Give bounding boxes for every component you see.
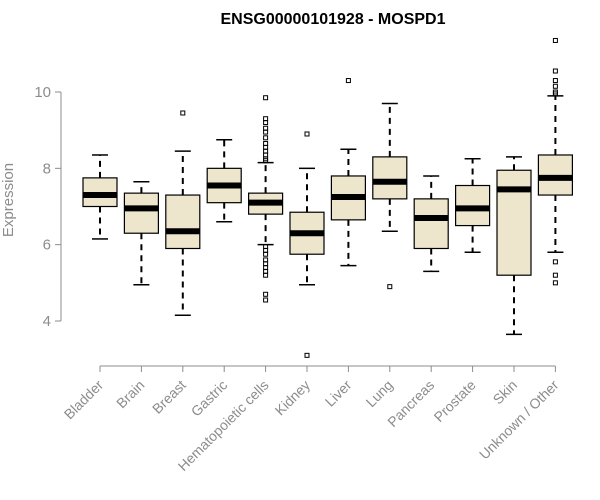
outlier-point <box>263 158 269 164</box>
outlier-point <box>552 91 558 97</box>
box-iqr <box>413 198 449 250</box>
y-axis: 4 6 8 10 <box>34 84 62 330</box>
box-group <box>248 95 284 303</box>
y-tick-label: 8 <box>43 160 51 177</box>
outlier-point <box>304 352 310 358</box>
outlier-point <box>263 291 269 297</box>
y-tick-label: 4 <box>43 313 51 330</box>
box-group <box>82 154 118 240</box>
outlier-point <box>552 280 558 286</box>
x-tick-label: Breast <box>149 377 189 417</box>
x-tick-label: Brain <box>113 377 147 411</box>
box-iqr <box>372 156 408 200</box>
outlier-point <box>263 251 269 257</box>
x-tick-label: Liver <box>322 377 355 410</box>
x-tick-label: Kidney <box>272 377 314 419</box>
y-axis-label: Expression <box>0 163 17 237</box>
outlier-point <box>263 135 269 141</box>
y-tick-label: 6 <box>43 237 51 254</box>
outlier-point <box>387 284 393 290</box>
box-group <box>537 37 574 286</box>
y-tick-label: 10 <box>34 84 51 101</box>
x-tick-label: Lung <box>363 377 396 410</box>
box-group <box>372 102 408 290</box>
x-tick-label: Bladder <box>61 377 107 423</box>
outlier-point <box>263 129 269 135</box>
x-tick-label: Skin <box>490 377 521 408</box>
outlier-point <box>552 37 558 43</box>
box-group <box>330 78 366 267</box>
outlier-point <box>304 131 310 137</box>
outlier-point <box>345 78 351 84</box>
outlier-point <box>180 110 186 116</box>
box-iqr <box>123 192 160 234</box>
outlier-point <box>552 83 558 89</box>
outlier-point <box>263 272 269 278</box>
box-iqr <box>496 169 532 276</box>
outlier-point <box>552 259 558 265</box>
x-tick-label: Prostate <box>431 377 479 425</box>
box-group <box>496 156 532 336</box>
outlier-point <box>263 95 269 101</box>
outlier-point <box>552 78 558 84</box>
box-group <box>123 180 160 286</box>
outlier-point <box>263 120 269 126</box>
box-group <box>413 175 449 273</box>
outlier-point <box>263 297 269 303</box>
box-group <box>206 138 242 223</box>
box-group <box>455 158 491 254</box>
x-tick-label: Unknown / Other <box>476 377 562 463</box>
box-group <box>289 131 325 358</box>
outlier-point <box>552 68 558 74</box>
box-series <box>82 37 574 358</box>
box-iqr <box>165 194 201 250</box>
outlier-point <box>552 272 558 278</box>
chart-title: ENSG00000101928 - MOSPD1 <box>220 11 445 28</box>
box-group <box>165 110 201 317</box>
